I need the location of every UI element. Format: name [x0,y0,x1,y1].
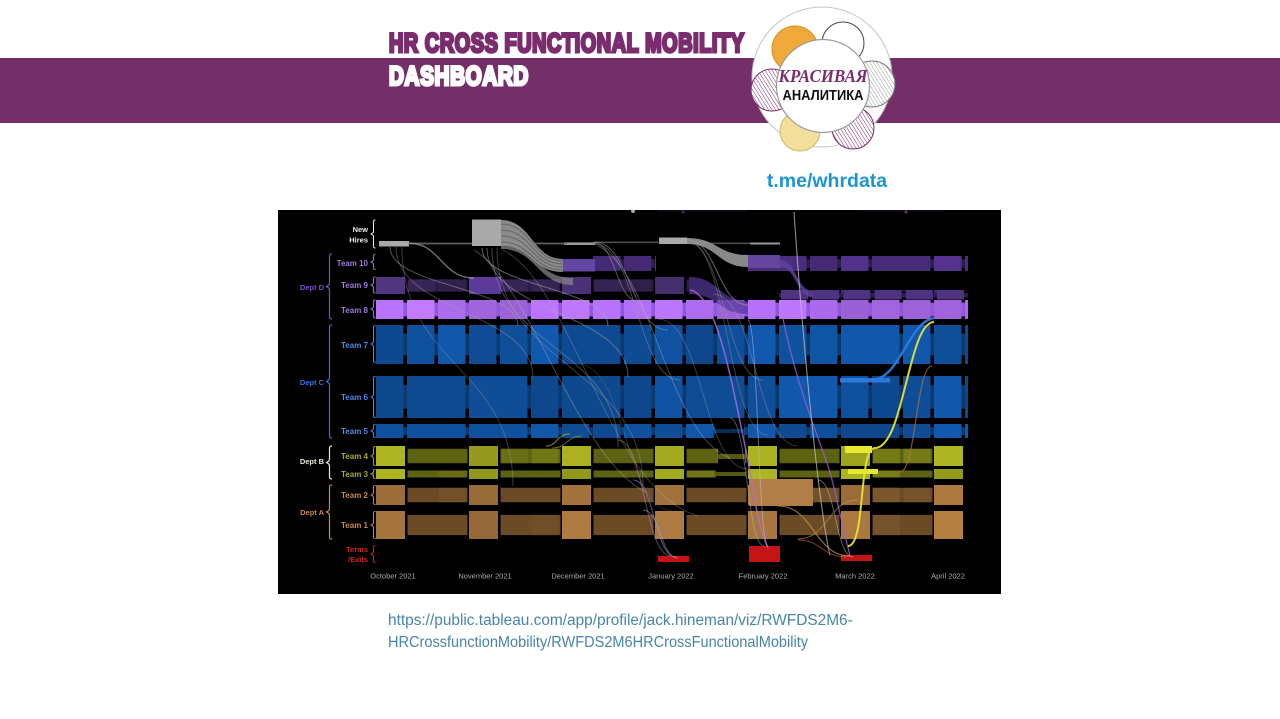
svg-text:October 2021: October 2021 [370,572,415,581]
svg-text:КРАСИВАЯ: КРАСИВАЯ [778,66,869,86]
svg-text:Dept B: Dept B [300,457,325,466]
svg-text:Dept A: Dept A [300,508,324,517]
svg-text:March 2022: March 2022 [835,572,875,581]
svg-text:Team 3: Team 3 [341,470,369,479]
svg-text:Team 7: Team 7 [341,341,369,350]
svg-text:/Exits: /Exits [348,555,368,564]
svg-text:April 2022: April 2022 [931,572,965,581]
svg-text:Team 8: Team 8 [341,306,369,315]
svg-text:Team 1: Team 1 [341,521,369,530]
svg-text:Dept C: Dept C [300,378,325,387]
svg-text:Team 5: Team 5 [341,427,369,436]
svg-text:Dept D: Dept D [300,283,325,292]
svg-text:Hires: Hires [349,236,368,245]
svg-text:New: New [353,225,369,234]
svg-text:Team 9: Team 9 [341,281,369,290]
svg-text:Team 4: Team 4 [341,452,369,461]
svg-text:February 2022: February 2022 [739,572,788,581]
svg-text:АНАЛИТИКА: АНАЛИТИКА [783,87,864,104]
svg-text:Team 10: Team 10 [337,259,369,268]
svg-text:November 2021: November 2021 [458,572,511,581]
svg-text:Team 2: Team 2 [341,491,369,500]
svg-text:Terms: Terms [346,545,368,554]
svg-text:Team 6: Team 6 [341,393,369,402]
svg-text:January 2022: January 2022 [648,572,693,581]
svg-text:December 2021: December 2021 [551,572,604,581]
